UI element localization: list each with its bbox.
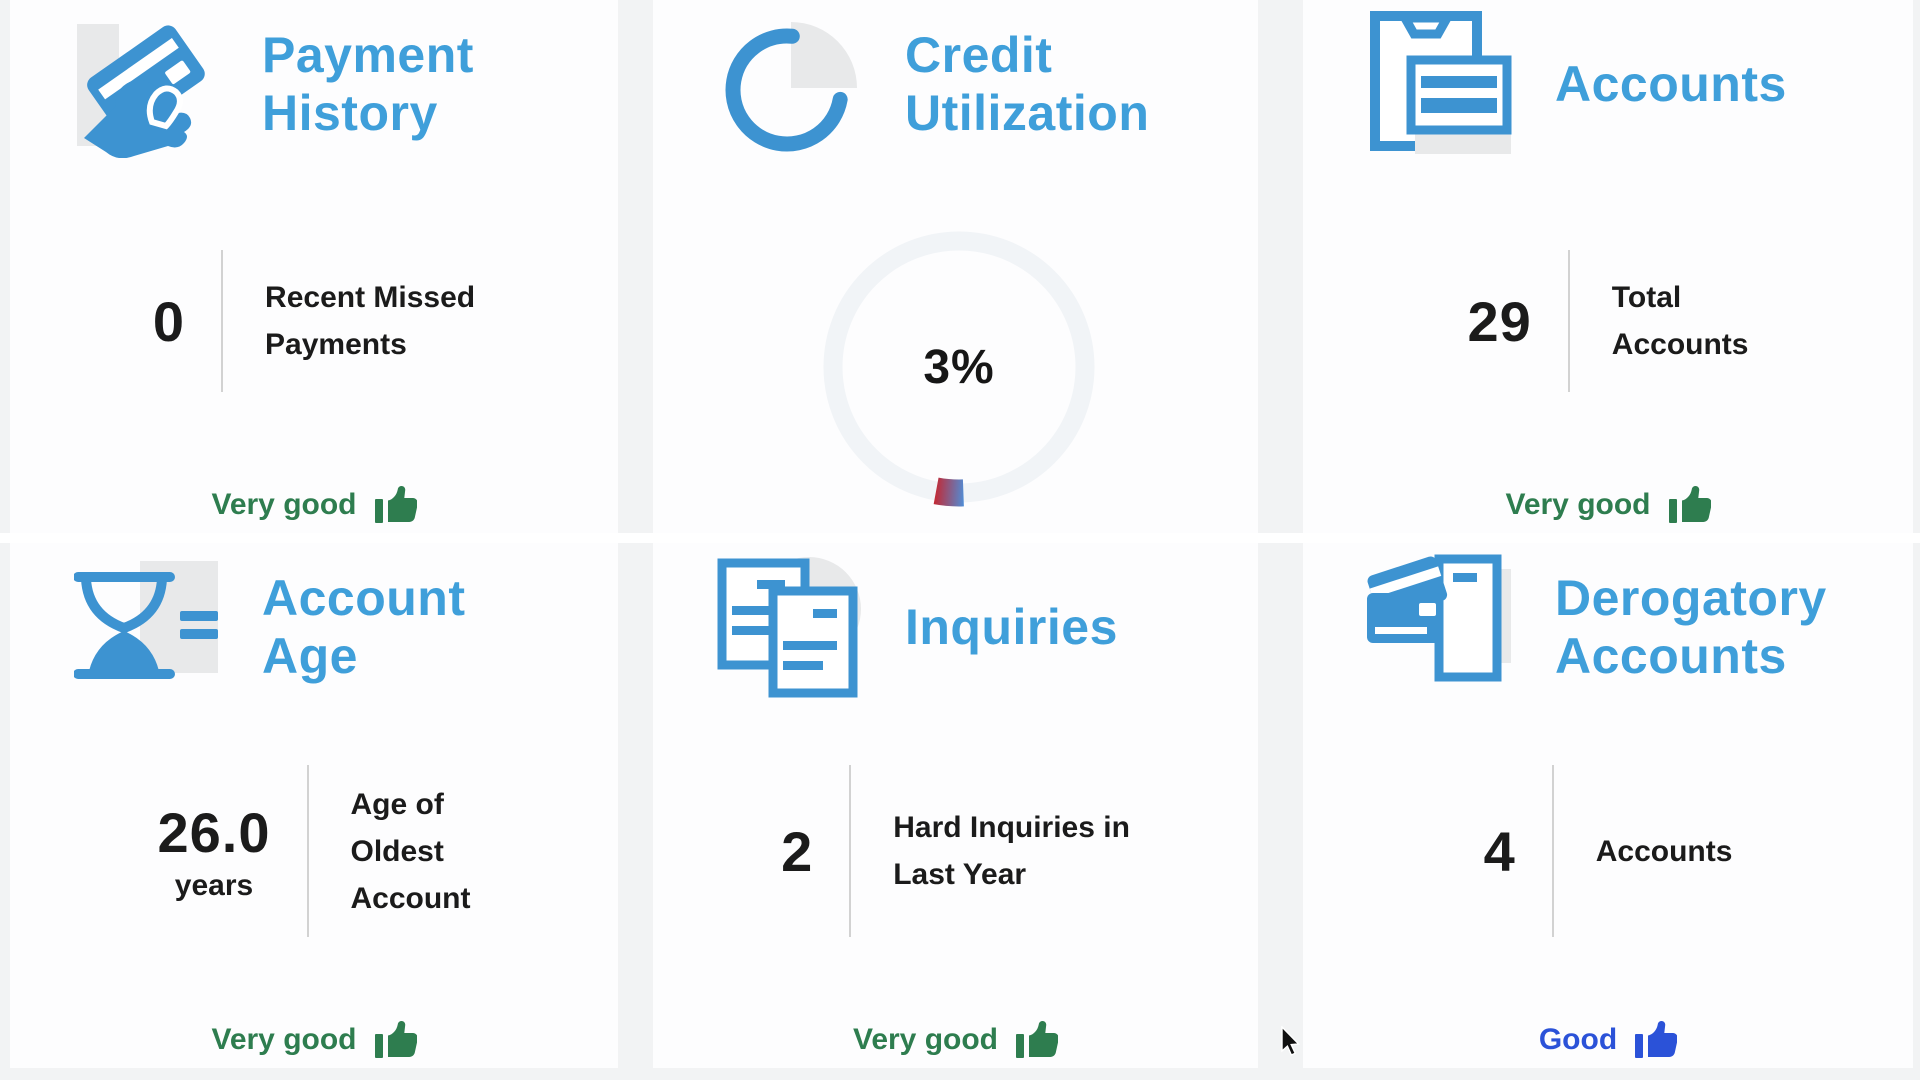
card-header: Accounts <box>1367 10 1895 158</box>
rating-text: Very good <box>211 1023 357 1056</box>
thumbs-up-icon <box>1635 1021 1678 1058</box>
pie-chart-icon <box>725 22 857 152</box>
stat-divider <box>849 765 852 937</box>
stat-value: 4 <box>1483 819 1516 883</box>
card-title: Inquiries <box>905 599 1118 655</box>
thumbs-up-icon <box>1016 1021 1059 1058</box>
card-title: Credit Utilization <box>905 27 1150 141</box>
rating-row: Very good <box>1303 483 1913 527</box>
stat-value: 26.0 <box>157 800 271 864</box>
stat-row: 0 Recent Missed Payments <box>10 250 618 392</box>
rating-row: Good <box>1303 1018 1913 1062</box>
utilization-percent: 3% <box>923 340 995 394</box>
stat-value: 0 <box>152 289 186 353</box>
utilization-donut-chart: 3% <box>819 227 1099 507</box>
card-title: Payment History <box>262 27 474 141</box>
card-inquiries: Inquiries 2 Hard Inquiries in Last Year V… <box>653 543 1258 1068</box>
stat-divider <box>221 250 224 392</box>
stat-divider <box>1551 765 1554 937</box>
rating-text: Very good <box>211 488 357 521</box>
mouse-cursor <box>1281 1026 1301 1056</box>
rating-text: Very good <box>852 1023 999 1056</box>
card-title: Accounts <box>1555 56 1787 112</box>
card-account-age: Account Age 26.0 years Age of Oldest Accoun… <box>10 543 618 1068</box>
documents-icon <box>717 557 861 698</box>
thumbs-up-icon <box>374 1021 417 1058</box>
rating-text: Good <box>1538 1023 1618 1056</box>
card-header: Inquiries <box>717 553 1245 701</box>
card-accounts: Accounts 29 Total Accounts Very good <box>1303 0 1913 533</box>
stat-label: Age of Oldest Account <box>350 787 471 915</box>
stat-value: 29 <box>1467 289 1532 353</box>
rating-row: Very good <box>10 1018 618 1062</box>
donut-ring <box>823 231 1095 507</box>
rating-row: Very good <box>653 1018 1258 1062</box>
credit-card-hand-icon <box>77 24 205 158</box>
cards-document-icon <box>1367 554 1511 682</box>
clipboard-card-icon <box>1370 11 1512 154</box>
card-header: Account Age <box>74 553 602 701</box>
stat-label: Hard Inquiries in Last Year <box>893 811 1130 891</box>
stat-label: Accounts <box>1595 834 1733 868</box>
rating-text: Very good <box>1505 488 1651 521</box>
stat-row: 4 Accounts <box>1303 765 1913 937</box>
bottom-strip <box>0 1068 1920 1080</box>
card-derogatory-accounts: Derogatory Accounts 4 Accounts Good <box>1303 543 1913 1068</box>
stat-row: 26.0 years Age of Oldest Account <box>10 765 618 937</box>
rating-row: Very good <box>10 483 618 527</box>
stat-row: 2 Hard Inquiries in Last Year <box>653 765 1258 937</box>
thumbs-up-icon <box>1668 486 1711 523</box>
stat-divider <box>1567 250 1570 392</box>
stat-value: 2 <box>781 819 814 883</box>
card-credit-utilization: Credit Utilization 3% <box>653 0 1258 533</box>
stat-label: Recent Missed Payments <box>265 281 476 361</box>
card-header: Payment History <box>74 10 602 158</box>
stat-divider <box>306 765 309 937</box>
card-payment-history: Payment History 0 Recent Missed Payments V… <box>10 0 618 533</box>
card-header: Derogatory Accounts <box>1367 553 1895 701</box>
thumbs-up-icon <box>374 486 417 523</box>
card-title: Derogatory Accounts <box>1555 570 1827 684</box>
stat-unit: years <box>174 868 254 902</box>
card-header: Credit Utilization <box>717 10 1245 158</box>
stat-row: 29 Total Accounts <box>1303 250 1913 392</box>
card-title: Account Age <box>262 570 466 684</box>
row-gap <box>0 533 1920 543</box>
hourglass-icon <box>74 561 218 679</box>
stat-label: Total Accounts <box>1611 281 1749 361</box>
